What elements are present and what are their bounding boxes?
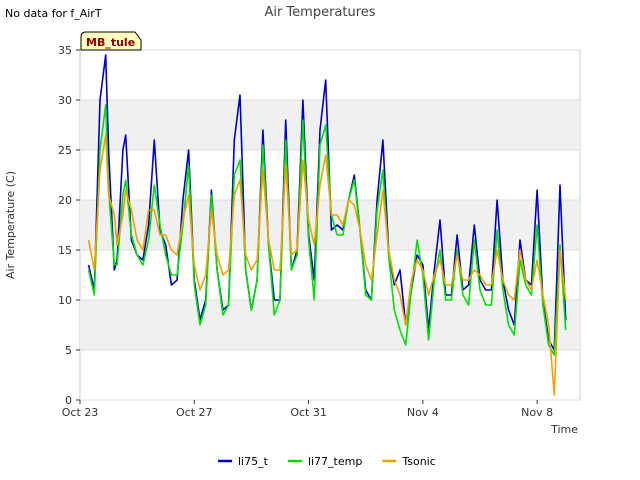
plot-background: [79, 49, 581, 401]
legend-label-li75_t: li75_t: [238, 455, 269, 468]
x-tick-label: Nov 4: [407, 406, 439, 419]
legend: li75_t li77_temp Tsonic: [218, 455, 436, 468]
y-tick-label: 15: [58, 244, 72, 257]
y-axis-label: Air Temperature (C): [4, 171, 17, 279]
site-badge-shape: [80, 31, 142, 51]
y-tick-label: 35: [58, 44, 72, 57]
no-data-notice: No data for f_AirT: [5, 7, 102, 20]
y-tick-label: 30: [58, 94, 72, 107]
x-tick-label: Oct 31: [290, 406, 327, 419]
y-axis: 0 5 10 15 20 25 30 35: [58, 44, 80, 407]
y-tick-label: 10: [58, 294, 72, 307]
y-tick-label: 0: [65, 394, 72, 407]
legend-label-li77_temp: li77_temp: [308, 455, 362, 468]
y-tick-label: 20: [58, 194, 72, 207]
grid-band: [80, 100, 580, 150]
x-tick-label: Nov 8: [521, 406, 553, 419]
grid-band: [80, 300, 580, 350]
grid: [80, 49, 580, 401]
legend-label-Tsonic: Tsonic: [401, 455, 435, 468]
x-axis: Oct 23 Oct 27 Oct 31 Nov 4 Nov 8: [62, 400, 553, 419]
chart-title: Air Temperatures: [264, 5, 375, 20]
x-tick-label: Oct 27: [176, 406, 213, 419]
y-tick-label: 25: [58, 144, 72, 157]
series-lines: [87, 54, 567, 396]
y-tick-label: 5: [65, 344, 72, 357]
x-axis-label: Time: [550, 423, 578, 436]
series-line-li77_temp: [87, 104, 567, 356]
site-badge-label: MB_tule: [86, 36, 135, 49]
x-tick-label: Oct 23: [62, 406, 99, 419]
series-line-Tsonic: [87, 134, 567, 396]
site-badge: MB_tule: [80, 31, 142, 51]
